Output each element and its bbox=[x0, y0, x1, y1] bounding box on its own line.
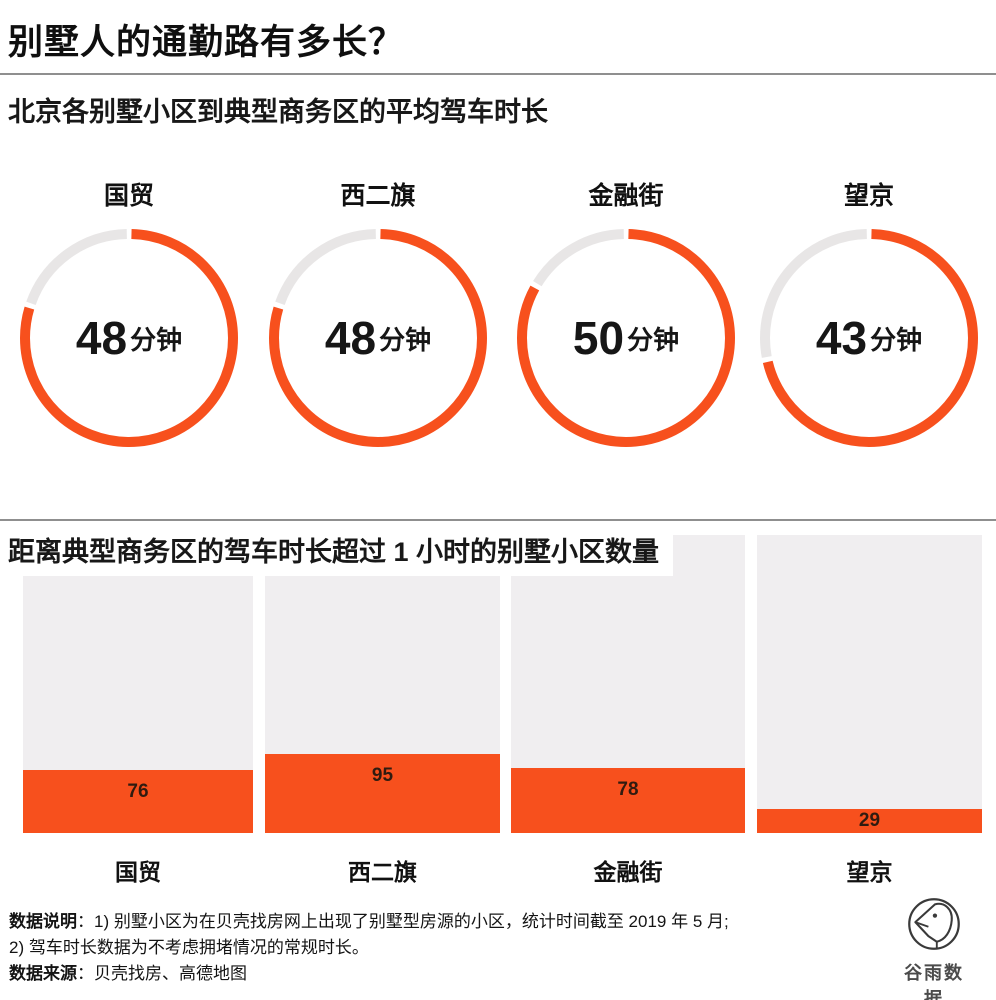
donut-minutes-number: 48 bbox=[75, 312, 128, 364]
bar-value-label: 95 bbox=[371, 765, 394, 786]
ring-value-arc bbox=[20, 229, 238, 447]
donut-金融街: 金融街 50 分钟 bbox=[502, 170, 750, 470]
divider-middle bbox=[0, 519, 996, 521]
donut-minutes-number: 50 bbox=[572, 312, 625, 364]
donut-section-title: 北京各别墅小区到典型商务区的平均驾车时长 bbox=[8, 97, 548, 127]
footer-source-line: 数据来源：贝壳找房、高德地图 bbox=[9, 961, 889, 987]
ring-remainder-arc bbox=[760, 229, 978, 447]
donut-minutes-unit: 分钟 bbox=[627, 324, 680, 355]
donut-ring bbox=[269, 229, 487, 447]
donut-minutes-number: 43 bbox=[815, 312, 868, 364]
donut-category-label: 国贸 bbox=[103, 182, 154, 210]
donut-chart-group: 国贸 48 分钟 西二旗 48 分钟 金融街 50 分钟 望京 43 分钟 bbox=[0, 170, 996, 470]
source-label: 数据来源 bbox=[9, 964, 77, 983]
note-text: ：1) 别墅小区为在贝壳找房网上出现了别墅型房源的小区，统计时间截至 2019 … bbox=[77, 912, 729, 931]
donut-center-value: 48 分钟 bbox=[5, 218, 253, 458]
donut-minutes-unit: 分钟 bbox=[870, 324, 923, 355]
source-text: ：贝壳找房、高德地图 bbox=[77, 964, 247, 983]
ring-value-arc bbox=[269, 229, 487, 447]
ring-value-arc bbox=[760, 229, 978, 447]
donut-center-value: 50 分钟 bbox=[502, 218, 750, 458]
bar-category-label: 西二旗 bbox=[348, 859, 417, 885]
guyu-logo: 谷雨数据 GUYUDATA bbox=[901, 896, 967, 1000]
bar-value-label: 78 bbox=[617, 779, 639, 800]
note-label: 数据说明 bbox=[9, 912, 77, 931]
donut-category-label: 望京 bbox=[843, 182, 894, 210]
donut-国贸: 国贸 48 分钟 bbox=[5, 170, 253, 470]
footer-note-line1: 数据说明：1) 别墅小区为在贝壳找房网上出现了别墅型房源的小区，统计时间截至 2… bbox=[9, 909, 889, 935]
donut-minutes-unit: 分钟 bbox=[379, 324, 432, 355]
bar-category-label: 望京 bbox=[846, 859, 893, 885]
donut-西二旗: 西二旗 48 分钟 bbox=[254, 170, 502, 470]
donut-category-label: 金融街 bbox=[588, 182, 664, 210]
bar-category-label: 金融街 bbox=[593, 859, 663, 885]
ring-value-arc bbox=[517, 229, 735, 447]
bar-value-label: 29 bbox=[858, 810, 881, 831]
bar-望京 bbox=[757, 809, 982, 833]
donut-minutes-unit: 分钟 bbox=[130, 324, 183, 355]
bar-西二旗 bbox=[265, 754, 500, 833]
bird-logo-icon bbox=[908, 898, 960, 950]
donut-ring bbox=[517, 229, 735, 447]
donut-ring bbox=[760, 229, 978, 447]
logo-name: 谷雨数据 bbox=[904, 963, 964, 1000]
bar-value-label: 76 bbox=[127, 781, 149, 802]
bar-金融街 bbox=[511, 768, 745, 833]
bar-track-望京 bbox=[757, 535, 982, 833]
donut-望京: 望京 43 分钟 bbox=[745, 170, 993, 470]
donut-center-value: 48 分钟 bbox=[254, 218, 502, 458]
divider-top bbox=[0, 73, 996, 75]
footer-note-line2: 2) 驾车时长数据为不考虑拥堵情况的常规时长。 bbox=[9, 938, 369, 957]
bar-section-title: 距离典型商务区的驾车时长超过 1 小时的别墅小区数量 bbox=[0, 522, 674, 576]
footer-notes: 数据说明：1) 别墅小区为在贝壳找房网上出现了别墅型房源的小区，统计时间截至 2… bbox=[9, 909, 889, 987]
donut-category-label: 西二旗 bbox=[340, 182, 416, 210]
donut-ring bbox=[20, 229, 238, 447]
page-title: 别墅人的通勤路有多长？ bbox=[8, 23, 405, 62]
bar-category-label: 国贸 bbox=[115, 859, 161, 885]
bar-国贸 bbox=[23, 770, 253, 833]
donut-minutes-number: 48 bbox=[324, 312, 377, 364]
donut-center-value: 43 分钟 bbox=[745, 218, 993, 458]
